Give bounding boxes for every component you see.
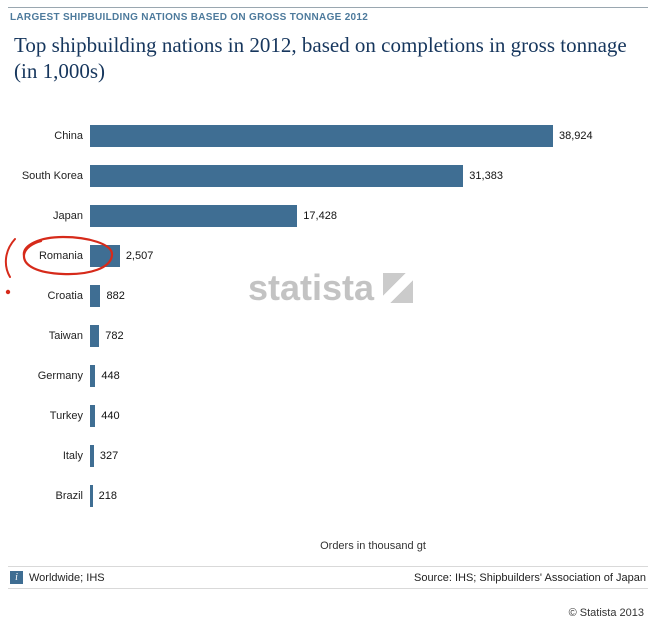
copyright-text: © Statista 2013 — [568, 607, 644, 620]
bar-row: Turkey 440 — [0, 396, 656, 436]
value-label: 31,383 — [469, 170, 503, 183]
value-label: 440 — [101, 410, 120, 423]
bar — [90, 365, 96, 388]
value-label: 38,924 — [559, 130, 593, 143]
bar-row: Croatia 882 — [0, 276, 656, 316]
category-label: Japan — [53, 210, 83, 223]
footer-bar: i Worldwide; IHS Source: IHS; Shipbuilde… — [8, 566, 648, 590]
bar-row: Italy 327 — [0, 436, 656, 476]
bar — [90, 285, 101, 308]
category-label: China — [54, 130, 83, 143]
category-label: Brazil — [55, 490, 83, 503]
category-label: Turkey — [49, 410, 83, 423]
bar — [90, 325, 100, 348]
footer-left: i Worldwide; IHS — [10, 571, 105, 585]
bar-row: Brazil 218 — [0, 476, 656, 516]
value-label: 2,507 — [125, 250, 154, 263]
bar — [90, 125, 553, 148]
category-label: Germany — [37, 370, 83, 383]
chart-kicker: LARGEST SHIPBUILDING NATIONS BASED ON GR… — [10, 12, 369, 23]
info-icon[interactable]: i — [10, 571, 23, 585]
bar — [90, 205, 298, 228]
category-label: Croatia — [47, 290, 83, 303]
footer-scope-text: Worldwide; IHS — [29, 571, 105, 584]
value-label: 782 — [105, 330, 124, 343]
x-axis-label: Orders in thousand gt — [320, 540, 426, 553]
value-label: 327 — [99, 450, 119, 463]
bar — [90, 245, 120, 268]
bar-row: Romania 2,507 — [0, 236, 656, 276]
bar-rows: China 38,924 South Korea 31,383 Japan 17,428 R… — [0, 116, 656, 516]
value-label: 448 — [101, 370, 120, 383]
value-label: 17,428 — [303, 210, 337, 223]
value-label: 218 — [98, 490, 117, 503]
bar — [90, 165, 464, 188]
category-label: Italy — [62, 450, 83, 463]
bar-row: Taiwan 782 — [0, 316, 656, 356]
bar — [90, 485, 93, 508]
category-label: South Korea — [21, 170, 83, 183]
bar — [90, 445, 94, 468]
value-label: 882 — [106, 290, 125, 303]
bar-row: Germany 448 — [0, 356, 656, 396]
footer-source-text: Source: IHS; Shipbuilders' Association o… — [413, 571, 646, 584]
chart-title: Top shipbuilding nations in 2012, based … — [14, 33, 627, 83]
category-label: Taiwan — [48, 330, 83, 343]
bar-row: Japan 17,428 — [0, 196, 656, 236]
bar-chart: China 38,924 South Korea 31,383 Japan 17,428 R… — [0, 116, 656, 516]
category-label: Romania — [38, 250, 83, 263]
top-divider — [8, 7, 648, 8]
bar — [90, 405, 96, 428]
bar-row: China 38,924 — [0, 116, 656, 156]
bar-row: South Korea 31,383 — [0, 156, 656, 196]
